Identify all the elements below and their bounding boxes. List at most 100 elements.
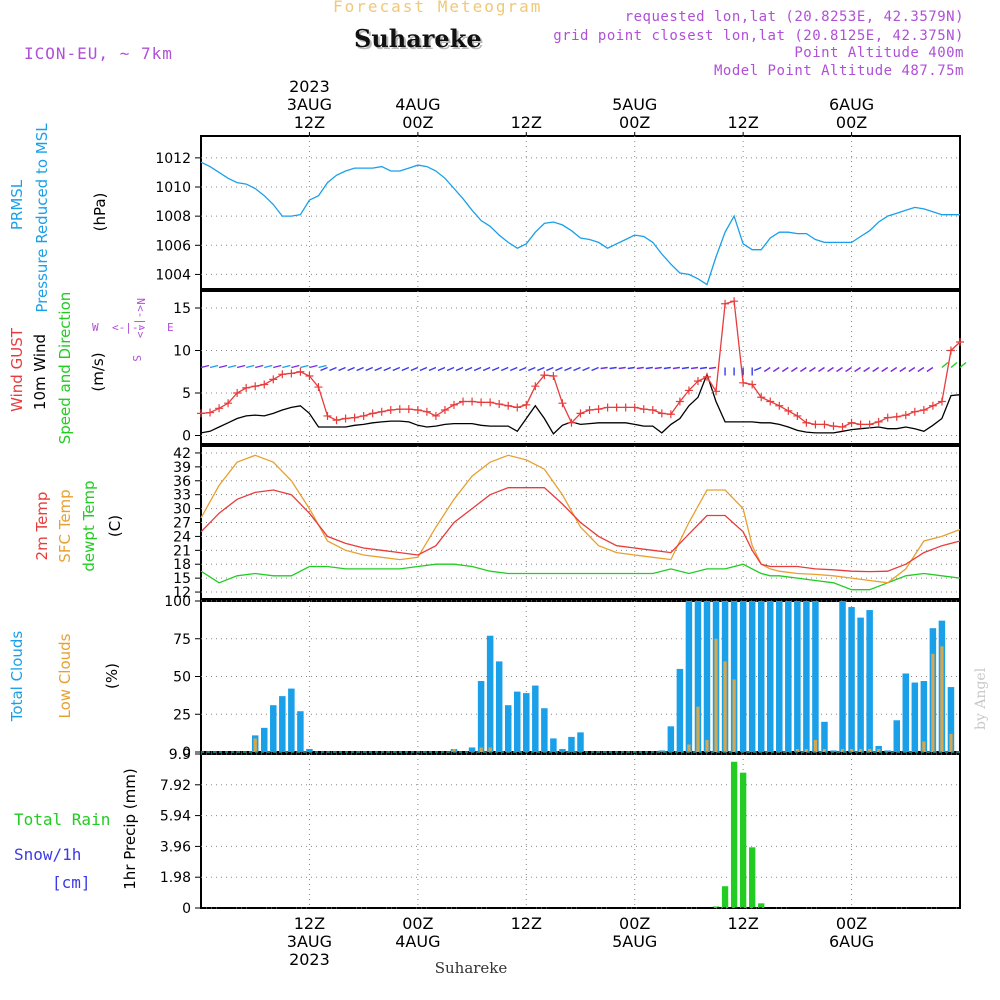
wind-gust-marker (603, 403, 612, 412)
rain-bar (730, 761, 738, 908)
clouds-label-low: Low Clouds (56, 633, 74, 718)
model-label: ICON-EU, ~ 7km (24, 44, 173, 63)
low-cloud-bar (452, 748, 456, 752)
wind-gust-marker (422, 407, 431, 416)
bottom-time-label: 12Z (511, 914, 542, 933)
temperature-ytick-label: 30 (173, 502, 191, 518)
wind-gust-marker (775, 401, 784, 410)
wind-gust-marker (269, 375, 278, 384)
wind-direction-arrow (320, 366, 328, 372)
wind-direction-arrow (753, 366, 762, 372)
wind-direction-arrow (500, 366, 509, 372)
top-time-label: 12Z (511, 113, 542, 132)
low-cloud-bar (253, 738, 257, 752)
total-cloud-bar (523, 693, 530, 752)
wind-ytick-label: 10 (173, 344, 191, 360)
low-cloud-bar (488, 747, 492, 752)
wind-direction-arrow (600, 366, 608, 370)
top-time-label: 12Z (727, 113, 758, 132)
top-time-label: 2023 (289, 77, 330, 96)
sfc-temp-line (200, 454, 961, 584)
wind-direction-arrow (509, 366, 518, 372)
total-cloud-bar (279, 696, 286, 752)
total-cloud-bar (757, 601, 765, 752)
temperature-ytick-label: 15 (173, 571, 191, 587)
total-cloud-bar (947, 687, 955, 752)
wind-ytick-label: 15 (173, 301, 191, 317)
wind-gust-marker (766, 397, 775, 406)
rain-bar (749, 847, 756, 908)
wind-gust-marker (341, 414, 350, 423)
wind-gust-marker (639, 405, 648, 414)
total-cloud-bar (550, 738, 557, 752)
wind-direction-arrow (672, 366, 680, 370)
wind-direction-arrow (428, 366, 437, 372)
bottom-time-label: 00Z (402, 914, 433, 933)
total-cloud-bar (486, 635, 494, 752)
bottom-time-label: 3AUG (287, 932, 332, 951)
wind-gust-marker (368, 409, 377, 418)
total-cloud-bar (568, 736, 575, 752)
top-time-label: 12Z (294, 113, 325, 132)
pressure-line (200, 161, 960, 286)
wind-direction-arrow (800, 366, 807, 373)
wind-direction-arrow (410, 366, 419, 372)
wind-direction-arrow (282, 364, 291, 369)
wind-direction-arrow (827, 366, 834, 373)
wind-direction-arrow (209, 364, 219, 369)
wind-gust-marker (576, 409, 585, 418)
wind-gust-marker (928, 401, 937, 410)
wind-gust-marker (233, 389, 242, 397)
wind-ytick-label: 0 (182, 429, 191, 445)
temperature-ytick-label: 33 (173, 488, 191, 504)
wind-direction-arrow (636, 366, 644, 370)
wind-gust-marker (784, 406, 793, 415)
wind-gust-marker (486, 398, 495, 407)
point-altitude: Point Altitude 400m (794, 45, 964, 61)
wind-direction-arrow (863, 366, 871, 373)
temperature-ytick-label: 21 (173, 543, 191, 559)
wind-gust-marker (612, 403, 621, 412)
wind-direction-arrow (809, 366, 816, 373)
wind-gust-marker (594, 405, 603, 414)
wind-gust-marker (323, 411, 332, 420)
wind-gust-marker (730, 297, 739, 306)
wind-direction-arrow (836, 366, 843, 373)
wind-direction-arrow (681, 366, 690, 370)
pressure-label-prmsl: PRMSL (8, 179, 26, 230)
wind-gust-marker (287, 369, 296, 378)
precip-ytick-label: 5.94 (160, 809, 191, 825)
clouds-label-total: Total Clouds (8, 631, 26, 723)
total-cloud-bar (830, 750, 837, 752)
total-cloud-bar (685, 601, 693, 752)
precip-panel-frame (200, 753, 961, 909)
top-time-label: 00Z (402, 113, 433, 132)
low-cloud-bar (877, 748, 881, 752)
pressure-ytick-label: 1008 (155, 209, 191, 225)
wind-direction-arrow (236, 364, 246, 369)
wind-direction-arrow (772, 366, 780, 373)
wind-direction-arrow (464, 366, 473, 372)
wind-gust-marker (956, 338, 964, 346)
low-cloud-bar (813, 739, 818, 752)
wind-gust-marker (450, 400, 458, 409)
wind-label-gust: Wind GUST (8, 327, 26, 412)
wind-gust-marker (838, 423, 847, 431)
wind-gust-marker (829, 422, 838, 431)
wind-direction-arrow (854, 366, 861, 373)
compass-east: E (167, 321, 174, 334)
wind-direction-arrow (446, 366, 455, 372)
wind-direction-arrow (591, 366, 599, 372)
low-cloud-bar (804, 748, 809, 752)
wind-gust-marker (350, 413, 359, 422)
total-cloud-bar (288, 688, 295, 752)
wind-gust-marker (621, 403, 630, 412)
wind-gust-marker (513, 403, 522, 412)
wind-gust-marker (684, 386, 693, 395)
precip-ytick-label: 0 (182, 901, 191, 917)
low-cloud-bar (723, 661, 727, 752)
wind-gust-marker (477, 398, 486, 407)
total-cloud-bar (270, 705, 277, 752)
pressure-ytick-label: 1010 (155, 180, 191, 196)
wind-gust-marker (215, 404, 224, 413)
